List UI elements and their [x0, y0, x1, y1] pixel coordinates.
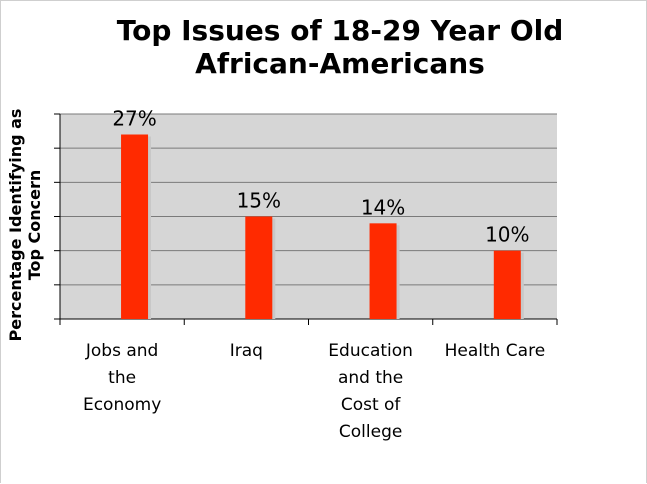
bar-2 [369, 223, 397, 319]
x-tick-label-2-line-1: and the [338, 368, 403, 388]
bar-1 [245, 216, 273, 319]
x-tick-label-0-line-2: Economy [83, 395, 161, 415]
x-tick-label-2: Education and the Cost of College [328, 341, 413, 442]
bar-3 [493, 250, 521, 319]
data-label-2: 14% [361, 195, 405, 219]
x-tick-label-2-line-0: Education [328, 341, 413, 361]
bar-0 [121, 134, 149, 319]
x-tick-label-0: Jobs and the Economy [83, 341, 161, 415]
x-tick-label-3: Health Care [445, 341, 546, 361]
x-tick-label-1-line-0: Iraq [230, 341, 263, 361]
chart-title: Top Issues of 18-29 Year Old African-Ame… [116, 14, 564, 80]
x-tick-label-1: Iraq [230, 341, 263, 361]
data-label-0: 27% [112, 107, 156, 131]
x-tick-label-0-line-1: the [108, 368, 136, 388]
x-tick-label-2-line-3: College [339, 422, 402, 442]
x-tick-label-0-line-0: Jobs and [85, 341, 158, 361]
x-tick-label-2-line-2: Cost of [341, 395, 402, 415]
x-tick-label-3-line-0: Health Care [445, 341, 546, 361]
data-label-3: 10% [485, 223, 529, 247]
data-label-1: 15% [237, 189, 281, 213]
